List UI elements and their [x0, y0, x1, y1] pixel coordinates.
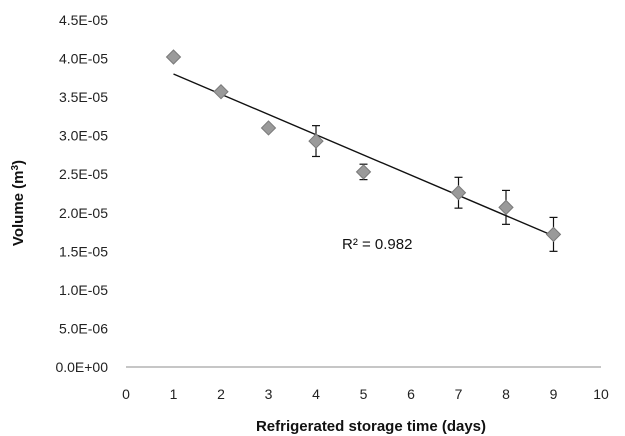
- y-tick-labels: 0.0E+00 5.0E-06 1.0E-05 1.5E-05 2.0E-05 2.5E-…: [55, 12, 108, 375]
- x-tick-label: 4: [312, 386, 320, 402]
- x-axis-title: Refrigerated storage time (days): [256, 418, 486, 435]
- y-tick-label: 4.5E-05: [59, 12, 108, 28]
- x-tick-label: 0: [122, 386, 130, 402]
- data-point-diamond: [308, 133, 324, 149]
- r-squared-annotation: R² = 0.982: [342, 236, 412, 253]
- data-points: [165, 49, 562, 243]
- y-axis-title-close: ): [10, 160, 27, 165]
- data-point-diamond: [450, 185, 467, 201]
- y-tick-label: 3.5E-05: [59, 89, 108, 105]
- x-tick-label: 1: [170, 386, 178, 402]
- y-tick-label: 3.0E-05: [59, 128, 108, 144]
- x-tick-label: 5: [360, 386, 368, 402]
- x-tick-label: 8: [502, 386, 510, 402]
- y-tick-label: 2.0E-05: [59, 205, 108, 221]
- trendline-group: [173, 73, 554, 237]
- x-tick-label: 9: [550, 386, 558, 402]
- y-tick-label: 4.0E-05: [59, 51, 108, 67]
- y-tick-label: 5.0E-06: [59, 320, 108, 336]
- y-tick-label: 1.5E-05: [59, 243, 108, 259]
- x-tick-label: 3: [265, 386, 273, 402]
- y-axis-title-main: Volume (m: [10, 170, 27, 246]
- data-point-diamond: [355, 164, 372, 180]
- y-axis-title: Volume (m3): [10, 160, 28, 246]
- trendline: [173, 73, 554, 237]
- data-point-diamond: [165, 49, 182, 65]
- error-bars: [312, 125, 558, 252]
- x-tick-label: 6: [407, 386, 415, 402]
- data-point-diamond: [213, 84, 229, 100]
- y-tick-label: 2.5E-05: [59, 166, 108, 182]
- data-point-diamond: [498, 199, 514, 216]
- x-tick-label: 2: [217, 386, 225, 402]
- x-tick-label: 10: [593, 386, 609, 402]
- x-tick-label: 7: [455, 386, 463, 402]
- y-tick-label: 1.0E-05: [59, 282, 108, 298]
- data-point-diamond: [545, 226, 562, 243]
- x-tick-labels: 0 1 2 3 4 5 6 7 8 9 10: [122, 386, 609, 402]
- y-axis-title-superscript: 3: [10, 164, 21, 170]
- y-tick-label: 0.0E+00: [55, 359, 108, 375]
- data-point-diamond: [260, 120, 277, 136]
